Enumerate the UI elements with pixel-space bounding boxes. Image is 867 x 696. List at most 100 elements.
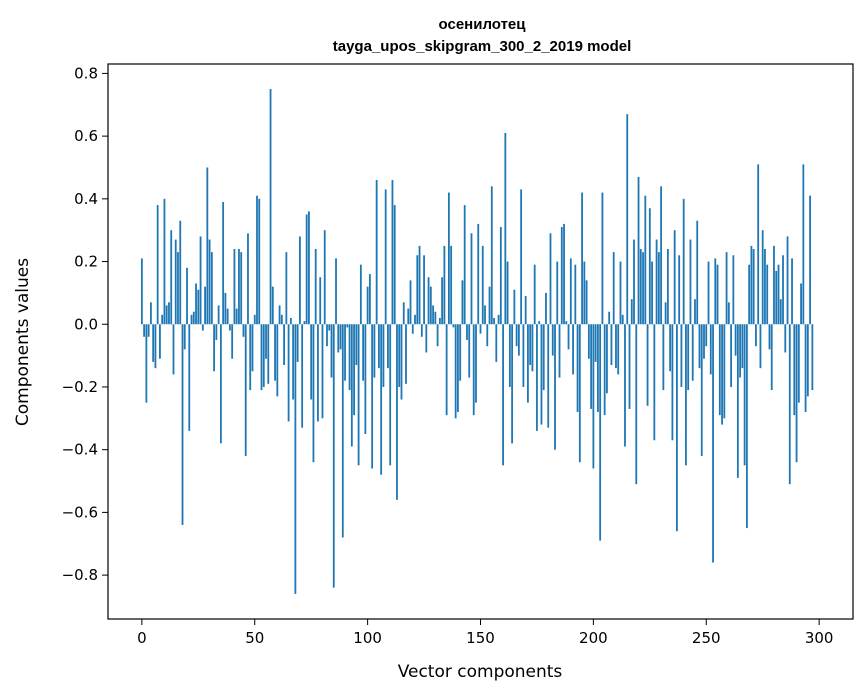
- bar: [804, 324, 807, 413]
- bar: [484, 305, 486, 325]
- bar: [181, 324, 184, 525]
- bar: [736, 324, 739, 478]
- bar: [520, 189, 523, 325]
- bar: [470, 233, 473, 325]
- bar: [348, 324, 351, 391]
- bar: [745, 324, 748, 529]
- bar: [782, 255, 784, 325]
- bar: [418, 245, 421, 325]
- bar: [344, 324, 346, 381]
- bar: [800, 283, 802, 325]
- bar: [707, 261, 710, 325]
- bar: [712, 324, 714, 563]
- bar: [373, 324, 376, 378]
- bar: [592, 324, 595, 469]
- bar: [601, 192, 604, 325]
- bar: [734, 324, 737, 356]
- bar: [743, 324, 746, 466]
- bar: [522, 324, 525, 387]
- bar: [303, 321, 306, 325]
- bar: [258, 198, 261, 325]
- bar: [691, 324, 694, 381]
- bar: [669, 324, 672, 372]
- bar: [685, 324, 687, 466]
- bar: [233, 249, 236, 325]
- bar: [493, 317, 495, 325]
- bar: [190, 314, 193, 325]
- bar: [759, 324, 762, 369]
- bar: [459, 324, 462, 381]
- bar: [224, 292, 227, 325]
- bar: [332, 324, 335, 588]
- bar: [188, 324, 191, 431]
- chart-title: осенилотец: [439, 16, 527, 33]
- x-axis-ticks: 0 50 100 150 200 250 300: [137, 619, 833, 647]
- bar: [655, 239, 658, 325]
- bar: [165, 305, 168, 325]
- bar: [639, 249, 642, 325]
- bar: [330, 324, 333, 378]
- bar: [662, 324, 665, 391]
- bar: [809, 195, 812, 325]
- bar: [317, 324, 319, 422]
- bar: [298, 236, 301, 325]
- bar: [547, 324, 550, 428]
- bar: [585, 280, 588, 325]
- bar: [610, 324, 613, 366]
- bar: [434, 311, 437, 325]
- bar: [269, 89, 272, 325]
- bar: [177, 252, 179, 325]
- bar: [140, 258, 143, 325]
- bar: [606, 324, 608, 394]
- bar: [542, 324, 545, 391]
- bar: [436, 324, 439, 347]
- bar: [262, 324, 265, 387]
- bar: [247, 233, 249, 325]
- bar: [581, 192, 583, 325]
- bar: [727, 302, 730, 325]
- bar: [285, 252, 288, 325]
- bar: [797, 324, 800, 403]
- bar: [529, 324, 532, 366]
- bar: [457, 324, 459, 413]
- bar: [721, 324, 723, 425]
- bar: [795, 324, 798, 463]
- bar: [371, 324, 374, 469]
- bar: [637, 176, 640, 325]
- bar: [626, 114, 629, 325]
- bar: [256, 195, 258, 325]
- bar: [648, 208, 651, 325]
- x-tick-label: 100: [353, 629, 382, 647]
- bar: [240, 252, 243, 325]
- bar: [192, 311, 195, 325]
- x-tick-label: 0: [137, 629, 147, 647]
- bar: [296, 324, 299, 362]
- y-tick-label: −0.2: [62, 378, 98, 396]
- bar: [511, 324, 514, 444]
- bar: [479, 324, 482, 334]
- x-tick-label: 50: [245, 629, 264, 647]
- y-tick-label: 0.0: [74, 315, 98, 333]
- bar: [409, 280, 412, 325]
- bar: [350, 324, 353, 447]
- bar: [752, 249, 755, 325]
- bar: [578, 324, 581, 463]
- bar: [651, 261, 653, 325]
- bar: [450, 245, 453, 325]
- bar: [226, 308, 229, 325]
- bar: [531, 324, 534, 372]
- bar: [323, 230, 326, 325]
- bar: [545, 292, 547, 325]
- bar: [447, 192, 450, 325]
- bar: [454, 324, 457, 419]
- bar: [147, 324, 150, 337]
- bar: [590, 324, 593, 409]
- bar: [750, 245, 753, 325]
- bar: [289, 317, 292, 325]
- bar: [219, 324, 222, 444]
- bar: [739, 324, 742, 378]
- bar: [301, 324, 304, 428]
- bar: [495, 324, 498, 362]
- bar: [513, 289, 516, 325]
- bar: [206, 167, 209, 325]
